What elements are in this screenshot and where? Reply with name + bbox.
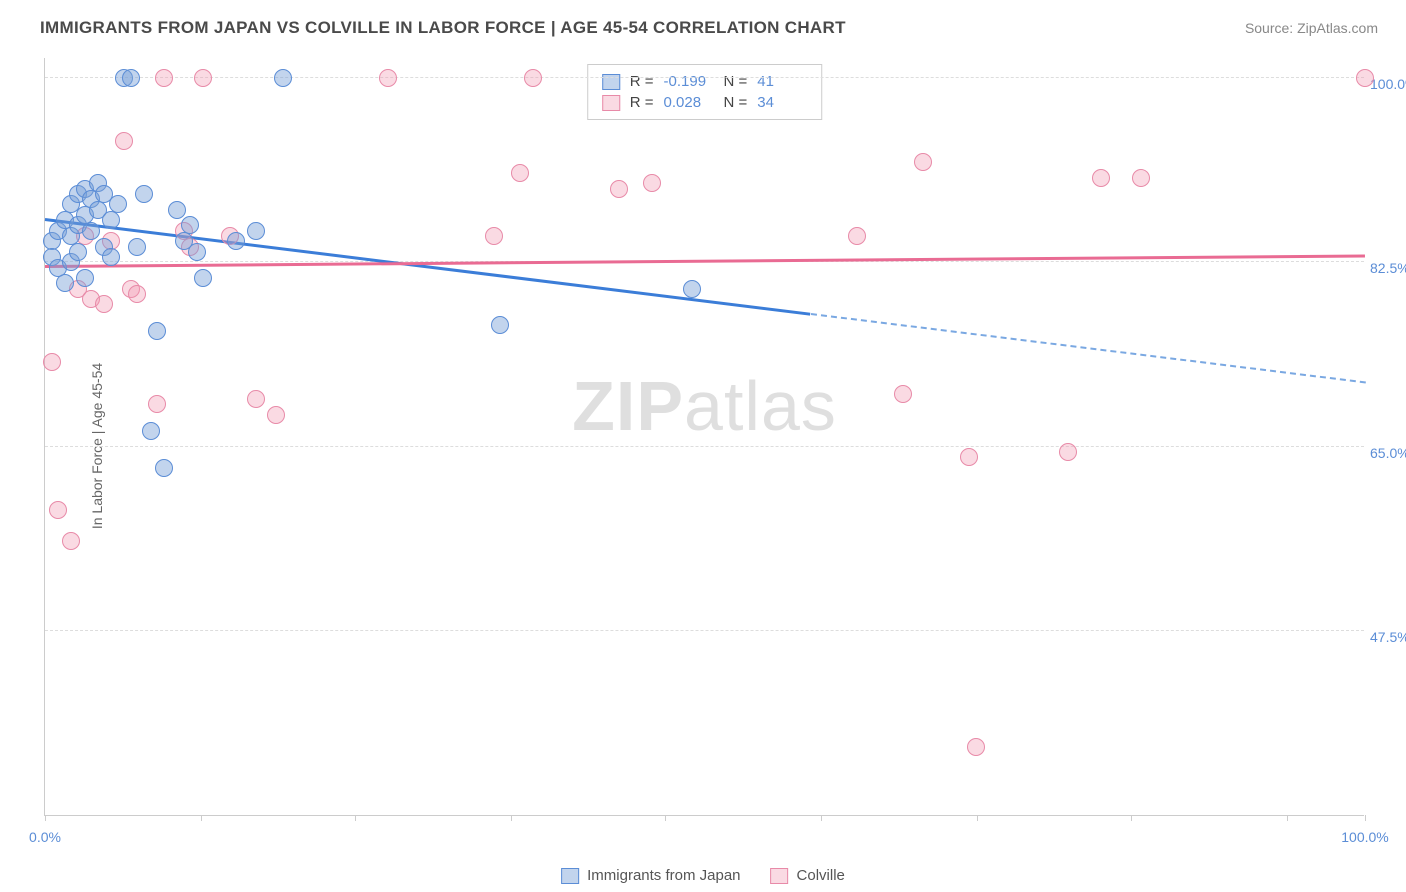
data-point: [227, 232, 245, 250]
legend-n-value-pink: 34: [757, 94, 807, 111]
data-point: [379, 69, 397, 87]
data-point: [102, 211, 120, 229]
legend-n-value-blue: 41: [757, 73, 807, 90]
x-tick: [1287, 815, 1288, 821]
legend-r-label: R =: [630, 94, 654, 111]
data-point: [128, 238, 146, 256]
data-point: [511, 164, 529, 182]
swatch-pink-icon: [771, 868, 789, 884]
data-point: [1356, 69, 1374, 87]
data-point: [194, 269, 212, 287]
data-point: [683, 280, 701, 298]
watermark: ZIPatlas: [572, 366, 837, 446]
x-tick-label: 0.0%: [29, 829, 61, 845]
data-point: [49, 501, 67, 519]
legend-row: R = 0.028 N = 34: [602, 92, 808, 113]
legend-series-label: Immigrants from Japan: [587, 867, 740, 884]
data-point: [610, 180, 628, 198]
y-tick-label: 65.0%: [1370, 445, 1406, 461]
data-point: [128, 285, 146, 303]
swatch-blue-icon: [561, 868, 579, 884]
data-point: [894, 385, 912, 403]
data-point: [95, 295, 113, 313]
plot-area: ZIPatlas R = -0.199 N = 41 R = 0.028 N =…: [44, 58, 1364, 816]
swatch-blue-icon: [602, 74, 620, 90]
legend-r-label: R =: [630, 73, 654, 90]
data-point: [148, 322, 166, 340]
data-point: [643, 174, 661, 192]
x-tick-label: 100.0%: [1341, 829, 1388, 845]
x-tick: [1131, 815, 1132, 821]
x-tick: [45, 815, 46, 821]
data-point: [914, 153, 932, 171]
x-tick: [1365, 815, 1366, 821]
data-point: [155, 69, 173, 87]
data-point: [247, 390, 265, 408]
swatch-pink-icon: [602, 95, 620, 111]
x-tick: [977, 815, 978, 821]
data-point: [960, 448, 978, 466]
chart-title: IMMIGRANTS FROM JAPAN VS COLVILLE IN LAB…: [40, 18, 846, 38]
data-point: [155, 459, 173, 477]
legend-item: Immigrants from Japan: [561, 867, 740, 884]
gridline: [45, 446, 1364, 447]
x-tick: [201, 815, 202, 821]
data-point: [491, 316, 509, 334]
data-point: [82, 222, 100, 240]
data-point: [1059, 443, 1077, 461]
x-tick: [511, 815, 512, 821]
data-point: [69, 243, 87, 261]
data-point: [188, 243, 206, 261]
legend-n-label: N =: [724, 73, 748, 90]
data-point: [135, 185, 153, 203]
x-tick: [355, 815, 356, 821]
data-point: [76, 269, 94, 287]
trend-line: [810, 313, 1365, 383]
y-tick-label: 47.5%: [1370, 629, 1406, 645]
data-point: [122, 69, 140, 87]
data-point: [1092, 169, 1110, 187]
data-point: [485, 227, 503, 245]
data-point: [109, 195, 127, 213]
data-point: [181, 216, 199, 234]
legend-correlation-box: R = -0.199 N = 41 R = 0.028 N = 34: [587, 64, 823, 120]
data-point: [194, 69, 212, 87]
legend-r-value-pink: 0.028: [664, 94, 714, 111]
legend-item: Colville: [771, 867, 845, 884]
legend-row: R = -0.199 N = 41: [602, 71, 808, 92]
data-point: [43, 353, 61, 371]
chart-container: IMMIGRANTS FROM JAPAN VS COLVILLE IN LAB…: [0, 0, 1406, 892]
y-tick-label: 100.0%: [1370, 76, 1406, 92]
data-point: [267, 406, 285, 424]
data-point: [148, 395, 166, 413]
data-point: [848, 227, 866, 245]
data-point: [168, 201, 186, 219]
y-tick-label: 82.5%: [1370, 260, 1406, 276]
gridline: [45, 630, 1364, 631]
source-attribution: Source: ZipAtlas.com: [1245, 20, 1378, 36]
data-point: [102, 248, 120, 266]
data-point: [1132, 169, 1150, 187]
data-point: [247, 222, 265, 240]
x-tick: [665, 815, 666, 821]
legend-series-label: Colville: [797, 867, 845, 884]
legend-bottom: Immigrants from Japan Colville: [561, 867, 845, 884]
source-label: Source:: [1245, 20, 1297, 36]
gridline: [45, 77, 1364, 78]
data-point: [967, 738, 985, 756]
data-point: [142, 422, 160, 440]
data-point: [115, 132, 133, 150]
legend-n-label: N =: [724, 94, 748, 111]
data-point: [56, 274, 74, 292]
x-tick: [821, 815, 822, 821]
source-link[interactable]: ZipAtlas.com: [1297, 20, 1378, 36]
data-point: [524, 69, 542, 87]
data-point: [274, 69, 292, 87]
legend-r-value-blue: -0.199: [664, 73, 714, 90]
data-point: [62, 532, 80, 550]
